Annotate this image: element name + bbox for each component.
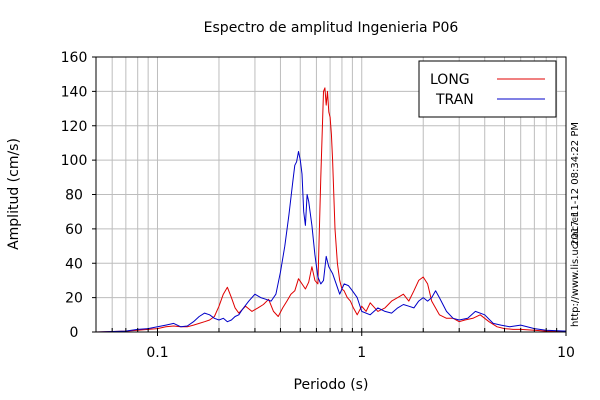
grid-lines [95, 56, 567, 333]
y-tick-label: 80 [65, 188, 83, 204]
x-tick-label: 10 [557, 345, 575, 361]
y-tick-label: 160 [61, 50, 88, 66]
source-url: http://www.lis.ucr.ac.cr [570, 212, 581, 327]
y-tick-label: 140 [61, 84, 88, 100]
axis-ticks: 0 20 40 60 80 100 120 140 160 0.1 1 10 [61, 50, 575, 361]
chart-title: Espectro de amplitud Ingenieria P06 [204, 20, 459, 36]
y-tick-label: 100 [61, 153, 88, 169]
legend-box [418, 60, 557, 118]
y-tick-label: 0 [70, 325, 79, 341]
x-axis-label: Periodo (s) [294, 377, 369, 393]
y-tick-label: 40 [65, 256, 83, 272]
legend: LONG TRAN [418, 60, 557, 118]
series-line-long [95, 87, 566, 333]
timestamp-label: 2017-11-12 08:34:22 PM [570, 122, 581, 246]
y-tick-label: 120 [61, 119, 88, 135]
series-line-tran [95, 151, 567, 333]
x-tick-label: 0.1 [146, 345, 168, 361]
legend-label-tran: TRAN [435, 92, 474, 108]
y-tick-label: 20 [65, 291, 83, 307]
y-tick-label: 60 [65, 222, 83, 238]
x-tick-label: 1 [357, 345, 366, 361]
series-layer [95, 87, 567, 333]
y-axis-label: Amplitud (cm/s) [6, 138, 22, 250]
legend-label-long: LONG [430, 72, 470, 88]
